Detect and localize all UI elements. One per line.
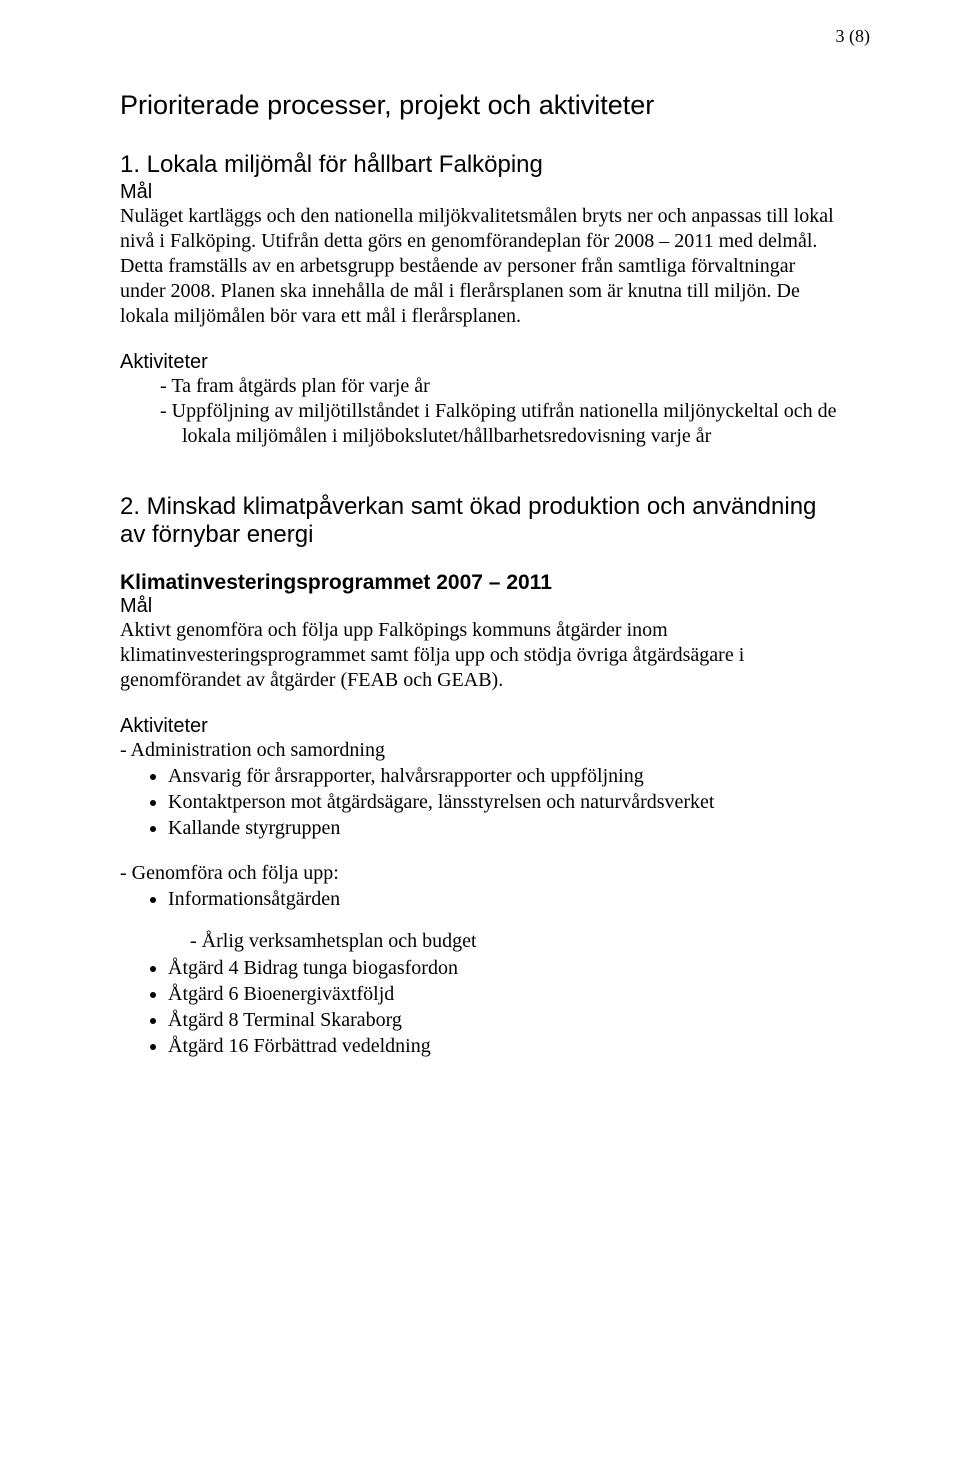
section2-heading: 2. Minskad klimatpåverkan samt ökad prod… bbox=[120, 493, 840, 549]
list-item: Kallande styrgruppen bbox=[168, 815, 840, 841]
section1-aktiviteter-list: Ta fram åtgärds plan för varje år Uppföl… bbox=[160, 374, 840, 449]
section2-mal-label: Mål bbox=[120, 595, 840, 618]
program-heading: Klimatinvesteringsprogrammet 2007 – 2011 bbox=[120, 571, 840, 595]
section1-body: Nuläget kartläggs och den nationella mil… bbox=[120, 204, 840, 329]
section2-body: Aktivt genomföra och följa upp Falköping… bbox=[120, 618, 840, 693]
list-item: Åtgärd 6 Bioenergiväxtföljd bbox=[168, 981, 840, 1007]
section2-aktiviteter-label: Aktiviteter bbox=[120, 715, 840, 738]
document-page: 3 (8) Prioriterade processer, projekt oc… bbox=[0, 0, 960, 1467]
section1-aktiviteter-label: Aktiviteter bbox=[120, 351, 840, 374]
genomfora-line: - Genomföra och följa upp: bbox=[120, 861, 840, 886]
section1-mal-label: Mål bbox=[120, 181, 840, 204]
list-item: Åtgärd 4 Bidrag tunga biogasfordon bbox=[168, 955, 840, 981]
list-item: Informationsåtgärden bbox=[168, 886, 840, 912]
genomfora-bullets-bottom: Åtgärd 4 Bidrag tunga biogasfordon Åtgär… bbox=[120, 955, 840, 1059]
list-item: Ta fram åtgärds plan för varje år bbox=[160, 374, 840, 399]
sub-dash-line: - Årlig verksamhetsplan och budget bbox=[190, 930, 840, 953]
list-item: Åtgärd 8 Terminal Skaraborg bbox=[168, 1007, 840, 1033]
list-item: Uppföljning av miljötillståndet i Falköp… bbox=[160, 399, 840, 449]
section1-heading: 1. Lokala miljömål för hållbart Falköpin… bbox=[120, 151, 840, 179]
page-number: 3 (8) bbox=[836, 26, 871, 47]
list-item: Kontaktperson mot åtgärdsägare, länsstyr… bbox=[168, 789, 840, 815]
admin-bullets: Ansvarig för årsrapporter, halvårsrappor… bbox=[120, 763, 840, 841]
genomfora-bullets-top: Informationsåtgärden bbox=[120, 886, 840, 912]
list-item: Åtgärd 16 Förbättrad vedeldning bbox=[168, 1033, 840, 1059]
admin-line: - Administration och samordning bbox=[120, 738, 840, 763]
list-item: Ansvarig för årsrapporter, halvårsrappor… bbox=[168, 763, 840, 789]
main-heading: Prioriterade processer, projekt och akti… bbox=[120, 90, 840, 121]
